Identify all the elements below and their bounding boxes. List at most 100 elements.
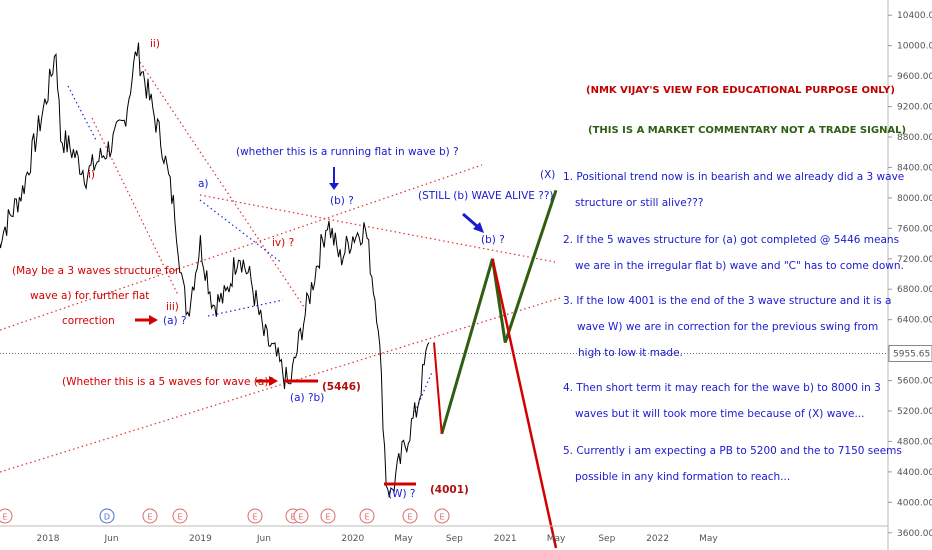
y-tick-label: 9600.00 — [897, 72, 932, 82]
y-tick-label: 9200.00 — [897, 103, 932, 113]
wave-ii-label: ii) — [150, 38, 160, 50]
last-price-label: 5955.65 — [893, 349, 930, 359]
event-dividend-icon — [99, 508, 115, 524]
blue-dotted-2 — [199, 199, 283, 264]
arrow-still-b — [462, 212, 479, 229]
y-tick-label: 7600.00 — [897, 224, 932, 234]
projection-red-path — [491, 258, 558, 549]
x-tick-label: May — [394, 534, 413, 544]
projection-green-path — [440, 189, 558, 435]
arrow-head-b — [329, 183, 339, 190]
y-tick-label: 10000.00 — [897, 42, 932, 52]
still-b-label: (STILL (b) WAVE ALIVE ??) — [418, 190, 554, 202]
note-5-line-b: possible in any kind formation to reach.… — [575, 471, 791, 483]
event-earnings-icon — [142, 508, 158, 524]
trend-lower-high-line — [199, 194, 556, 263]
event-marker-label: E — [2, 513, 7, 522]
y-tick-label: 8800.00 — [897, 133, 932, 143]
event-marker-label: E — [252, 513, 257, 522]
x-tick-label: Sep — [598, 534, 615, 544]
y-tick-label: 4800.00 — [897, 437, 932, 447]
header-disclaimer-1: (NMK VIJAY'S VIEW FOR EDUCATIONAL PURPOS… — [586, 85, 895, 96]
event-earnings-icon — [172, 508, 188, 524]
note-5-line-a: 5. Currently i am expecting a PB to 5200… — [563, 445, 902, 457]
event-marker-label: E — [290, 513, 295, 522]
note-1-line-b: structure or still alive??? — [575, 197, 704, 209]
wave-b-label: (b) ? — [330, 195, 354, 207]
annotation-layer: ii) i) iii) iv) ? a) (whether this is a runni… — [0, 38, 555, 524]
event-earnings-icon — [293, 508, 309, 524]
five-waves-label: (Whether this is a 5 waves for wave (a)? — [62, 376, 274, 388]
y-tick-label: 3600.00 — [897, 529, 932, 539]
note-5: 5. Currently i am expecting a PB to 5200… — [563, 438, 902, 490]
last-price-tag — [888, 344, 932, 362]
note-2-line-a: 2. If the 5 waves structure for (a) got … — [563, 234, 900, 246]
level-4001-label: (4001) — [430, 484, 469, 496]
event-marker-label: E — [364, 513, 369, 522]
blue-dotted-1 — [67, 85, 97, 141]
note-2-line-b: we are in the irregular flat b) wave and… — [575, 260, 904, 272]
event-marker-label: E — [298, 513, 303, 522]
price-series-layer — [0, 42, 430, 498]
trend-upper-channel — [0, 164, 483, 331]
event-earnings-icon — [359, 508, 375, 524]
x-tick-label: 2021 — [494, 534, 517, 544]
x-tick-label: 2022 — [646, 534, 669, 544]
note-2: 2. If the 5 waves structure for (a) got … — [563, 227, 904, 279]
y-tick-label: 5600.00 — [897, 377, 932, 387]
note-3-line-a: 3. If the low 4001 is the end of the 3 w… — [563, 295, 892, 307]
event-earnings-icon — [0, 508, 13, 524]
y-tick-label: 4000.00 — [897, 498, 932, 508]
x-tick-label: Sep — [446, 534, 463, 544]
header-disclaimer-2: (THIS IS A MARKET COMMENTARY NOT A TRADE… — [588, 125, 907, 136]
y-tick-label: 4400.00 — [897, 468, 932, 478]
event-earnings-icon — [320, 508, 336, 524]
y-tick-label: 10400.00 — [897, 11, 932, 21]
note-4-line-b: waves but it will took more time because… — [575, 408, 865, 420]
note-4-line-a: 4. Then short term it may reach for the … — [563, 382, 881, 394]
three-waves-line-1: (May be a 3 waves structure for — [12, 265, 180, 277]
wave-a-b-label: (a) ?b) — [290, 392, 324, 404]
event-marker-label: E — [177, 513, 182, 522]
note-3: 3. If the low 4001 is the end of the 3 w… — [563, 288, 891, 366]
arrow-head-correction — [149, 315, 158, 325]
arrow-head-five-waves — [269, 376, 278, 386]
x-tick-label: Jun — [256, 534, 271, 544]
x-tick-label: May — [699, 534, 718, 544]
x-tick-label: 2019 — [189, 534, 212, 544]
x-tick-label: Jun — [103, 534, 118, 544]
event-marker-label: D — [104, 513, 110, 522]
note-3-line-c: high to low it made. — [578, 347, 683, 359]
x-tick-label: 2018 — [37, 534, 60, 544]
y-tick-label: 8000.00 — [897, 194, 932, 204]
wave-i-label: i) — [88, 169, 95, 181]
note-4: 4. Then short term it may reach for the … — [563, 375, 881, 427]
wave-iii-label: iii) — [166, 301, 179, 313]
blue-dotted-3 — [207, 299, 284, 317]
event-marker-label: E — [407, 513, 412, 522]
blue-dotted-4 — [414, 371, 433, 413]
x-tick-label: May — [547, 534, 566, 544]
x-tick-label: 2020 — [341, 534, 364, 544]
wave-w-label: (W) ? — [388, 488, 416, 500]
event-marker-label: E — [325, 513, 330, 522]
note-3-line-b: wave W) we are in correction for the pre… — [577, 321, 879, 333]
y-tick-label: 7200.00 — [897, 255, 932, 265]
note-1: 1. Positional trend now is in bearish an… — [563, 164, 904, 216]
three-waves-line-3: correction — [62, 315, 115, 327]
event-marker-label: E — [439, 513, 444, 522]
trendlines-layer — [0, 61, 561, 473]
projection-red-drop — [433, 342, 443, 434]
arrow-head-still-b — [473, 222, 484, 233]
trend-fall-line-2 — [91, 117, 179, 296]
note-1-line-a: 1. Positional trend now is in bearish an… — [563, 171, 905, 183]
wave-x-label: (X) — [540, 169, 555, 181]
y-tick-label: 6800.00 — [897, 285, 932, 295]
wave-iv-label: iv) ? — [272, 237, 294, 249]
level-5446-label: (5446) — [322, 381, 361, 393]
event-earnings-icon — [247, 508, 263, 524]
y-tick-label: 5200.00 — [897, 407, 932, 417]
